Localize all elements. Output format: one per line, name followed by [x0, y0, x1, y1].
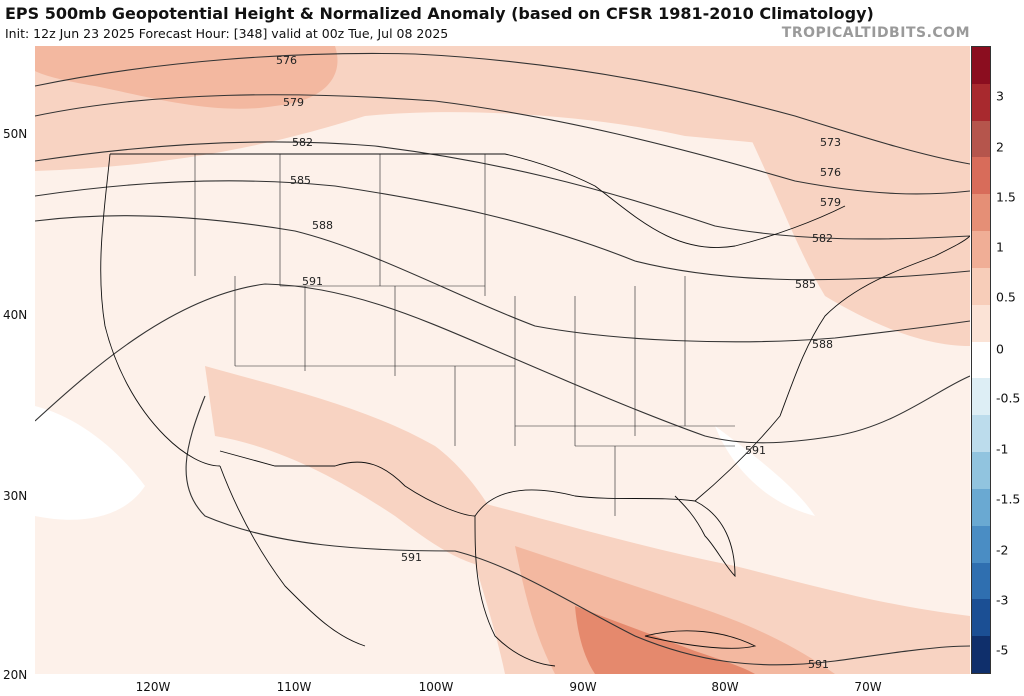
- anomaly-southeast-weak: [715, 426, 815, 516]
- contour-label-group: 576 579 582 585 588 591 573 576 579 582 …: [276, 54, 841, 671]
- colorbar-segment: [972, 231, 990, 269]
- contour-label: 591: [302, 275, 323, 288]
- colorbar-segment: [972, 599, 990, 637]
- contour-588: [35, 215, 970, 343]
- anomaly-west-neutral: [35, 406, 145, 520]
- colorbar-segment: [972, 341, 990, 379]
- anomaly-southwest-pos: [205, 366, 515, 568]
- lat-label-20n: 20N: [3, 668, 28, 682]
- contour-label: 591: [401, 551, 422, 564]
- east-coastline: [694, 235, 970, 502]
- contour-576: [35, 52, 970, 165]
- mexico-west-coast: [219, 465, 366, 647]
- state-border-lines: [194, 154, 735, 516]
- colorbar-tick-label: -1.5: [996, 491, 1021, 507]
- colorbar-segment: [972, 304, 990, 342]
- colorbar-tick-label: -1: [996, 441, 1009, 457]
- contour-label: 579: [283, 96, 304, 109]
- lon-label-120w: 120W: [135, 680, 171, 694]
- colorbar-segment: [972, 157, 990, 195]
- contour-585: [35, 180, 970, 281]
- colorbar-tick-label: 3: [996, 88, 1004, 104]
- colorbar-segment: [972, 636, 990, 674]
- colorbar-segment: [972, 194, 990, 232]
- colorbar-segment: [972, 120, 990, 158]
- contour-label: 585: [795, 278, 816, 291]
- colorbar-segment: [972, 452, 990, 490]
- contour-label: 582: [812, 232, 833, 245]
- lon-label-80w: 80W: [711, 680, 739, 694]
- colorbar-segment: [972, 267, 990, 305]
- lon-label-70w: 70W: [854, 680, 882, 694]
- cuba-outline: [644, 630, 757, 649]
- height-contours: [35, 52, 970, 666]
- anomaly-shading: [35, 46, 970, 674]
- colorbar-tick-label: 1.5: [996, 189, 1016, 205]
- lat-label-50n: 50N: [3, 127, 28, 141]
- mexico-east-coast: [474, 515, 556, 667]
- colorbar-segment: [972, 47, 990, 84]
- contour-label: 588: [812, 338, 833, 351]
- colorbar-segment: [972, 415, 990, 453]
- lat-label-30n: 30N: [3, 489, 28, 503]
- contour-591-main: [35, 283, 970, 444]
- colorbar-tick-label: 0: [996, 341, 1004, 357]
- contour-591-south: [185, 395, 970, 666]
- lon-label-90w: 90W: [569, 680, 597, 694]
- colorbar-tick-label: 1: [996, 239, 1004, 255]
- colorbar-tick-label: -0.5: [996, 390, 1021, 406]
- colorbar-segment: [972, 378, 990, 416]
- contour-label: 585: [290, 174, 311, 187]
- contour-582: [35, 141, 970, 240]
- colorbar-tick-label: 0.5: [996, 289, 1016, 305]
- anomaly-northwest-pos: [35, 46, 338, 109]
- us-mexico-border: [219, 450, 476, 517]
- west-coastline: [100, 153, 221, 467]
- state-borders: [194, 154, 735, 516]
- contour-label: 576: [820, 166, 841, 179]
- colorbar-segment: [972, 562, 990, 600]
- watermark-text: TROPICALTIDBITS.COM: [781, 25, 970, 41]
- forecast-subtitle: Init: 12z Jun 23 2025 Forecast Hour: [34…: [5, 26, 449, 41]
- map-svg: 576 579 582 585 588 591 573 576 579 582 …: [35, 46, 970, 674]
- contour-579: [35, 94, 970, 195]
- colorbar-tick-label: -5: [996, 642, 1009, 658]
- anomaly-northeast-pos: [735, 106, 970, 346]
- contour-label: 576: [276, 54, 297, 67]
- map-panel: 576 579 582 585 588 591 573 576 579 582 …: [35, 46, 970, 674]
- colorbar-tick-label: -3: [996, 592, 1009, 608]
- gulf-coastline: [474, 489, 736, 578]
- colorbar-segment: [972, 525, 990, 563]
- lon-label-100w: 100W: [418, 680, 454, 694]
- contour-label: 591: [745, 444, 766, 457]
- chart-title: EPS 500mb Geopotential Height & Normaliz…: [5, 4, 874, 23]
- contour-label: 573: [820, 136, 841, 149]
- us-canada-border: [110, 153, 846, 248]
- lat-label-40n: 40N: [3, 308, 28, 322]
- colorbar: [971, 46, 991, 674]
- contour-label: 582: [292, 136, 313, 149]
- lon-label-110w: 110W: [276, 680, 312, 694]
- colorbar-segment: [972, 488, 990, 526]
- boundaries: [100, 153, 970, 667]
- contour-label: 588: [312, 219, 333, 232]
- contour-label: 591: [808, 658, 829, 671]
- colorbar-tick-label: -2: [996, 542, 1009, 558]
- colorbar-segment: [972, 83, 990, 121]
- colorbar-tick-label: 2: [996, 139, 1004, 155]
- contour-label: 579: [820, 196, 841, 209]
